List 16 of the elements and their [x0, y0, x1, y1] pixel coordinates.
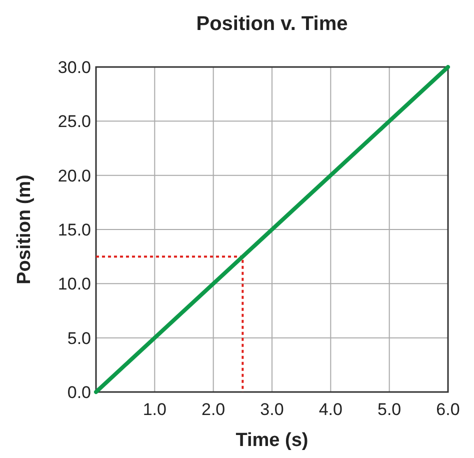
x-tick-label: 4.0	[318, 400, 342, 419]
x-tick-label: 1.0	[142, 400, 166, 419]
x-tick-label: 2.0	[202, 400, 226, 419]
y-tick-label: 20.0	[58, 166, 91, 186]
chart-title: Position v. Time	[196, 13, 348, 35]
y-tick-label: 30.0	[58, 58, 91, 77]
y-axis-title: Position (m)	[14, 174, 35, 284]
y-tick-label: 10.0	[58, 274, 91, 294]
x-tick-label: 6.0	[436, 400, 460, 419]
x-tick-label: 5.0	[378, 400, 402, 419]
y-tick-label: 0.0	[67, 383, 91, 402]
y-tick-label: 5.0	[67, 328, 91, 348]
x-tick-label: 3.0	[260, 400, 284, 419]
y-tick-label: 25.0	[58, 112, 91, 132]
y-tick-label: 15.0	[58, 220, 91, 240]
x-axis-title: Time (s)	[236, 430, 308, 451]
